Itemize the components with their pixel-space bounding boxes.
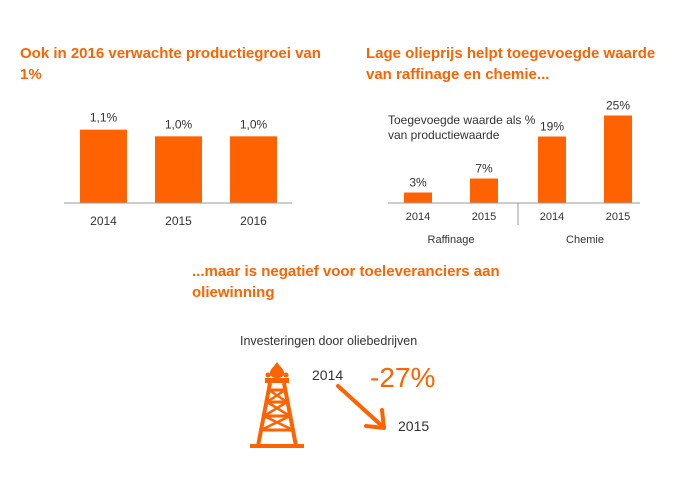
data-label-2014: 1,1%	[90, 111, 118, 125]
suppliers-heading: ...maar is negatief voor toeleveranciers…	[192, 263, 500, 301]
investment-change: -27%	[370, 362, 436, 393]
bar-2015	[155, 136, 202, 203]
x-tick-2016: 2016	[240, 214, 267, 228]
bar-2016	[230, 136, 277, 203]
investment-to-year: 2015	[398, 418, 430, 434]
growth-heading: Ook in 2016 verwachte productiegroei van…	[20, 45, 321, 83]
investment-from-year: 2014	[312, 367, 344, 383]
x-tick-2015: 2015	[165, 214, 192, 228]
x-tick-2014: 2014	[90, 214, 117, 228]
refining-heading: Lage olieprijs helpt toegevoegde waarde …	[366, 45, 656, 83]
data-label-2015: 1,0%	[165, 117, 193, 131]
investment-title: Investeringen door oliebedrijven	[240, 334, 418, 348]
down-arrow-icon	[336, 384, 386, 430]
data-label-2016: 1,0%	[240, 117, 268, 131]
refining-ylabel: Toegevoegde waarde als % van productiewa…	[388, 113, 536, 142]
bar-2014	[80, 129, 127, 203]
oil-derrick-icon	[250, 362, 304, 448]
